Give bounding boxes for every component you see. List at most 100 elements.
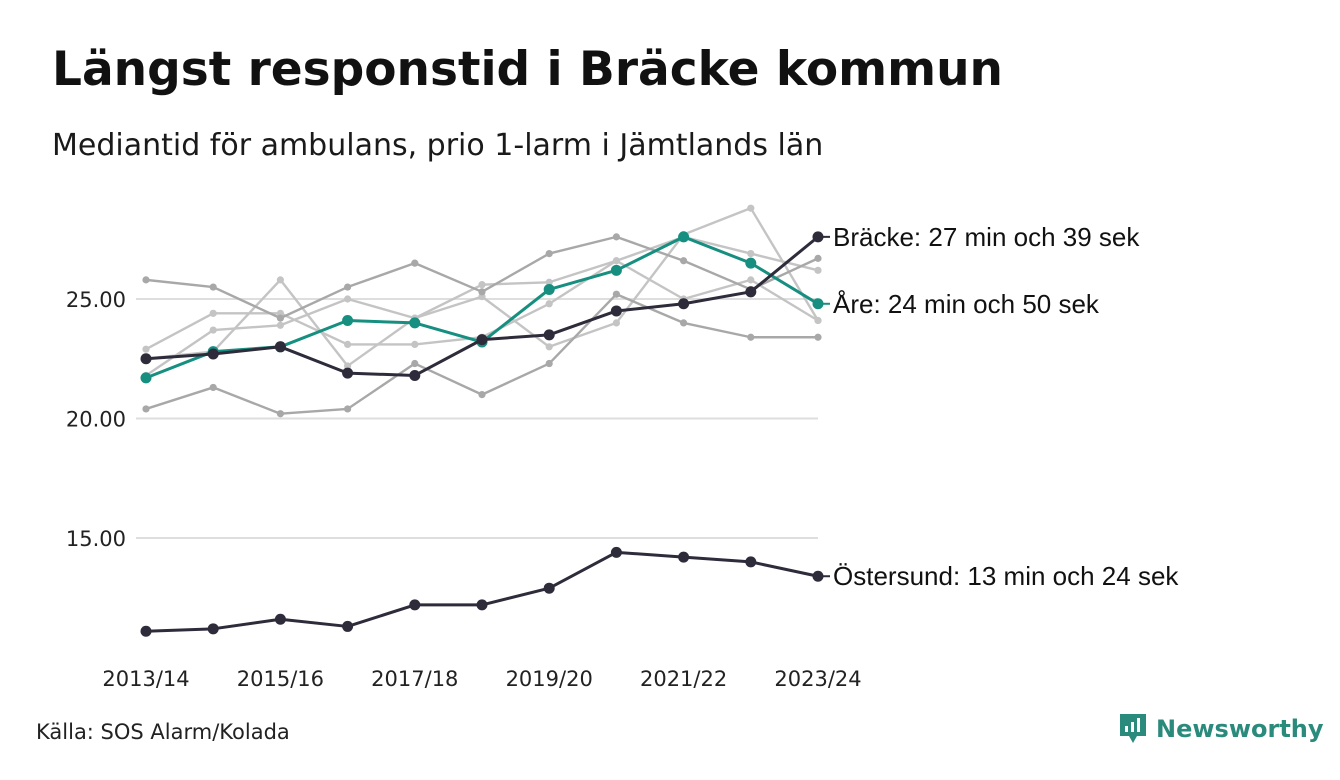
data-point [478,288,486,296]
data-point [680,257,688,265]
data-point [140,625,152,637]
label-layer: Östersund: 13 min och 24 sek Åre: 24 min … [818,222,1179,591]
data-point [209,283,217,291]
data-point [545,359,553,368]
data-point [476,599,488,611]
data-point [543,329,555,341]
data-point [342,367,354,379]
data-point [747,276,755,284]
data-point [545,278,553,286]
series-end-label: Bräcke: 27 min och 39 sek [833,222,1140,252]
data-point [814,316,822,325]
data-point [747,249,755,258]
series-background [142,233,822,380]
data-point [745,257,757,269]
newsworthy-logo-icon [1120,714,1146,743]
data-point [209,326,217,334]
data-point [411,340,419,349]
series-line [145,235,819,380]
data-point [207,623,219,635]
data-point [814,333,822,341]
series-highlight [140,231,824,381]
data-point [678,551,690,563]
data-point [344,295,352,303]
data-point [610,264,622,276]
data-point [814,254,822,262]
series-layer [140,204,824,637]
data-point [678,231,690,243]
data-point [747,204,755,212]
data-point [545,249,553,258]
data-point [745,556,757,568]
series-highlight [140,231,824,384]
data-point [342,315,354,327]
data-point [478,281,486,289]
y-tick-label: 20.00 [66,408,126,432]
data-point [140,353,152,365]
series-line [145,550,819,633]
data-point [612,257,621,265]
data-point [140,372,152,384]
chart-title: Längst responstid i Bräcke kommun [52,42,1003,97]
data-point [411,359,419,368]
data-point [142,405,150,413]
x-tick-label: 2015/16 [237,667,324,691]
data-point [545,300,553,308]
data-point [545,343,553,351]
data-point [409,317,421,329]
series-line [145,235,819,377]
data-point [678,298,690,310]
series-end-label: Östersund: 13 min och 24 sek [833,561,1179,591]
data-point [344,340,352,349]
data-point [276,314,284,322]
data-point [409,599,421,611]
data-point [207,348,219,360]
series-end-label: Åre: 24 min och 50 sek [833,289,1100,319]
data-point [612,290,621,298]
chart-subtitle: Mediantid för ambulans, prio 1-larm i Jä… [52,128,824,163]
data-point [276,410,284,418]
data-point [344,362,352,370]
series-highlight [140,546,824,637]
data-point [276,276,284,284]
x-tick-label: 2013/14 [102,667,189,691]
data-point [543,582,555,594]
data-point [814,266,822,274]
grid-layer [136,298,818,539]
data-point [276,321,284,329]
x-tick-label: 2017/18 [371,667,458,691]
brand-name: Newsworthy [1156,715,1324,743]
y-tick-label: 15.00 [66,527,126,551]
series-line [145,235,819,377]
brand-logo[interactable]: Newsworthy [1118,712,1324,746]
data-point [342,620,354,632]
data-point [543,283,555,295]
data-point [476,334,488,346]
y-tick-label: 25.00 [66,288,126,312]
x-tick-label: 2021/22 [640,667,727,691]
x-tick-label: 2023/24 [774,667,861,691]
data-point [610,546,622,558]
data-point [745,286,757,298]
data-point [274,613,286,625]
data-point [409,369,421,381]
data-point [209,383,217,392]
series-background [142,233,822,322]
series-background [142,290,822,418]
data-point [142,276,150,284]
data-point [274,341,286,353]
data-point [612,233,621,241]
data-point [747,333,755,341]
data-point [612,319,621,327]
data-point [209,309,217,317]
data-point [610,305,622,317]
data-point [344,405,352,413]
source-note: Källa: SOS Alarm/Kolada [36,720,290,744]
data-point [344,283,352,291]
data-point [478,391,486,399]
data-point [411,259,419,267]
data-point [142,345,150,353]
axis-layer: 15.00 20.00 25.00 2013/14 2015/16 2017/18 2019… [66,288,862,691]
x-tick-label: 2019/20 [506,667,593,691]
